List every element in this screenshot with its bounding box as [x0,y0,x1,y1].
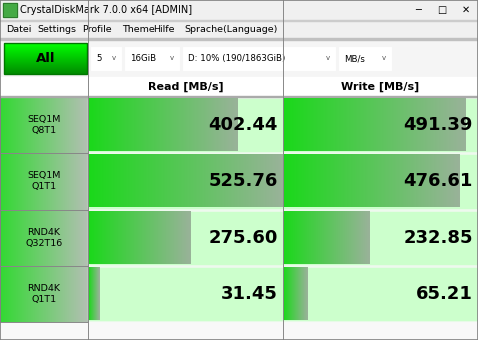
Bar [0,97,88,153]
Text: SEQ1M
Q1T1: SEQ1M Q1T1 [27,171,61,191]
Text: v: v [382,55,386,62]
Bar [4,43,87,74]
Text: Sprache(Language): Sprache(Language) [184,24,277,34]
Bar [88,155,283,207]
Bar [283,209,478,266]
Text: 275.60: 275.60 [208,228,278,246]
Text: 402.44: 402.44 [208,116,278,134]
Text: Datei: Datei [6,24,32,34]
Bar [3,3,17,17]
Bar [0,96,478,97]
Bar [0,77,478,97]
Bar [430,0,454,20]
Text: Write [MB/s]: Write [MB/s] [341,82,420,92]
Bar [88,97,283,153]
Text: Hilfe: Hilfe [153,24,174,34]
Bar [3,3,17,17]
Bar [88,211,283,264]
Bar [283,155,478,207]
Bar [0,153,88,209]
Text: D: 10% (190/1863GiB): D: 10% (190/1863GiB) [188,54,285,63]
Text: Settings: Settings [37,24,76,34]
Text: 65.21: 65.21 [416,285,473,303]
Text: Read [MB/s]: Read [MB/s] [148,82,223,92]
Text: 491.39: 491.39 [403,116,473,134]
Text: 31.45: 31.45 [221,285,278,303]
Bar [283,153,478,209]
Text: 5: 5 [96,54,101,63]
Bar [88,99,283,151]
Text: v: v [170,55,174,62]
Bar [283,99,478,151]
Bar [283,268,478,320]
Bar [0,20,478,21]
Bar [91,47,121,70]
Text: All: All [36,52,55,65]
Text: 16GiB: 16GiB [130,54,156,63]
Text: MB/s: MB/s [344,54,365,63]
Text: RND4K
Q1T1: RND4K Q1T1 [28,284,61,304]
Bar [0,209,88,266]
Bar [0,40,478,77]
Bar [283,266,478,322]
Bar [88,209,283,266]
Bar [0,266,88,322]
Bar [88,153,283,209]
Bar [125,47,179,70]
Bar [0,38,478,40]
Text: CrystalDiskMark 7.0.0 x64 [ADMIN]: CrystalDiskMark 7.0.0 x64 [ADMIN] [20,5,192,15]
Text: Theme: Theme [122,24,155,34]
Bar [0,0,478,20]
Bar [283,211,478,264]
Text: ✕: ✕ [462,5,470,15]
Text: 476.61: 476.61 [403,172,473,190]
Text: Profile: Profile [82,24,111,34]
Bar [0,20,478,38]
Text: □: □ [437,5,446,15]
Bar [406,0,430,20]
Text: 232.85: 232.85 [403,228,473,246]
Bar [88,266,283,322]
Bar [339,47,391,70]
Text: 525.76: 525.76 [208,172,278,190]
Bar [183,47,335,70]
Text: v: v [326,55,330,62]
Text: v: v [112,55,116,62]
Text: RND4K
Q32T16: RND4K Q32T16 [25,227,63,248]
Bar [283,97,478,153]
Bar [454,0,478,20]
Bar [0,322,478,340]
Text: ─: ─ [415,5,421,15]
Text: SEQ1M
Q8T1: SEQ1M Q8T1 [27,115,61,135]
Bar [88,268,283,320]
